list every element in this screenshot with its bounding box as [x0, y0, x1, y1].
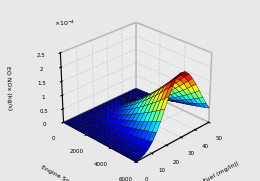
X-axis label: Commanded Fuel (mg/inj): Commanded Fuel (mg/inj)	[166, 161, 240, 181]
Text: $\times10^{-4}$: $\times10^{-4}$	[54, 18, 75, 28]
Y-axis label: Engine Speed (RPM): Engine Speed (RPM)	[40, 165, 98, 181]
